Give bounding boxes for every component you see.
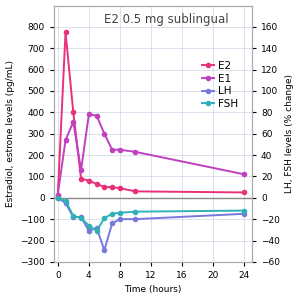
E2: [64, 31, 67, 34]
FSH: [95, 229, 98, 233]
E1: [79, 168, 83, 172]
E1: [56, 193, 60, 196]
LH: [71, 215, 75, 219]
E2: [95, 182, 98, 186]
Y-axis label: Estradiol, estrone levels (pg/mL): Estradiol, estrone levels (pg/mL): [6, 60, 15, 207]
Legend: E2, E1, LH, FSH: E2, E1, LH, FSH: [198, 57, 243, 113]
Line: FSH: FSH: [56, 196, 246, 233]
E2: [110, 185, 114, 189]
Y-axis label: LH, FSH levels (% change): LH, FSH levels (% change): [285, 74, 294, 193]
FSH: [134, 210, 137, 214]
E2: [56, 194, 60, 197]
E1: [87, 113, 91, 116]
Text: E2 0.5 mg sublingual: E2 0.5 mg sublingual: [104, 13, 229, 26]
FSH: [79, 216, 83, 220]
E1: [134, 150, 137, 154]
E2: [71, 110, 75, 114]
LH: [118, 217, 122, 221]
LH: [103, 248, 106, 252]
E1: [64, 138, 67, 142]
LH: [110, 222, 114, 225]
E2: [242, 190, 246, 194]
E1: [110, 148, 114, 152]
X-axis label: Time (hours): Time (hours): [124, 285, 182, 294]
FSH: [64, 199, 67, 203]
LH: [79, 215, 83, 219]
FSH: [103, 216, 106, 220]
FSH: [71, 214, 75, 218]
LH: [242, 212, 246, 216]
FSH: [87, 224, 91, 227]
E2: [103, 185, 106, 189]
FSH: [56, 196, 60, 200]
LH: [134, 217, 137, 221]
Line: LH: LH: [56, 196, 246, 252]
E1: [95, 114, 98, 117]
E1: [71, 120, 75, 124]
E2: [87, 179, 91, 182]
FSH: [118, 211, 122, 214]
LH: [95, 226, 98, 230]
LH: [56, 196, 60, 200]
E1: [242, 172, 246, 176]
E1: [118, 148, 122, 152]
FSH: [242, 209, 246, 212]
E2: [118, 186, 122, 190]
LH: [64, 201, 67, 205]
E2: [134, 190, 137, 193]
Line: E1: E1: [56, 112, 246, 197]
FSH: [110, 212, 114, 216]
E2: [79, 177, 83, 180]
Line: E2: E2: [56, 30, 246, 198]
E1: [103, 132, 106, 136]
LH: [87, 229, 91, 233]
